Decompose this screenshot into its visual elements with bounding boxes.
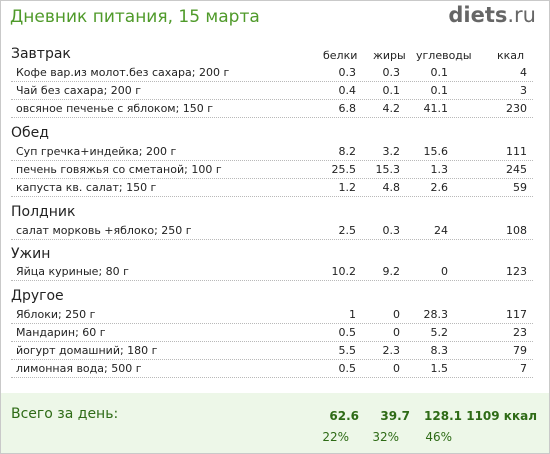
protein-value: 0.5 bbox=[338, 362, 357, 375]
carbs-value: 5.2 bbox=[430, 326, 449, 339]
kcal-value: 23 bbox=[513, 326, 527, 339]
food-name: Мандарин; 60 г bbox=[16, 326, 106, 339]
fat-percent: 32% bbox=[372, 430, 399, 444]
daily-total-label: Всего за день: bbox=[11, 406, 119, 422]
carbs-value: 1.5 bbox=[430, 362, 449, 375]
protein-value: 1 bbox=[349, 308, 356, 321]
food-name: йогурт домашний; 180 г bbox=[16, 344, 158, 357]
protein-value: 0.4 bbox=[338, 84, 357, 97]
carbs-value: 1.3 bbox=[430, 163, 449, 176]
carbs-value: 8.3 bbox=[430, 344, 449, 357]
food-name: Кофе вар.из молот.без сахара; 200 г bbox=[16, 66, 230, 79]
fat-value: 0.3 bbox=[382, 224, 401, 237]
food-row[interactable]: Суп гречка+индейка; 200 г 8.2 3.2 15.6 1… bbox=[11, 143, 533, 161]
food-row[interactable]: печень говяжья со сметаной; 100 г 25.5 1… bbox=[11, 161, 533, 179]
protein-percent: 22% bbox=[322, 430, 349, 444]
protein-value: 8.2 bbox=[338, 145, 357, 158]
food-name: Яблоки; 250 г bbox=[16, 308, 96, 321]
protein-value: 6.8 bbox=[338, 102, 357, 115]
food-name: Суп гречка+индейка; 200 г bbox=[16, 145, 177, 158]
food-name: Чай без сахара; 200 г bbox=[16, 84, 142, 97]
protein-value: 1.2 bbox=[338, 181, 357, 194]
food-name: лимонная вода; 500 г bbox=[16, 362, 142, 375]
protein-value: 5.5 bbox=[338, 344, 357, 357]
carbs-value: 41.1 bbox=[423, 102, 449, 115]
kcal-value: 7 bbox=[520, 362, 527, 375]
carbs-value: 0.1 bbox=[430, 84, 449, 97]
page-title: Дневник питания, 15 марта bbox=[10, 7, 260, 27]
food-name: салат морковь +яблоко; 250 г bbox=[16, 224, 192, 237]
carbs-value: 24 bbox=[434, 224, 448, 237]
protein-value: 25.5 bbox=[331, 163, 357, 176]
fat-value: 0.3 bbox=[382, 66, 401, 79]
fat-value: 3.2 bbox=[382, 145, 401, 158]
kcal-value: 108 bbox=[506, 224, 527, 237]
food-row[interactable]: капуста кв. салат; 150 г 1.2 4.8 2.6 59 bbox=[11, 179, 533, 197]
kcal-value: 245 bbox=[506, 163, 527, 176]
protein-value: 2.5 bbox=[338, 224, 357, 237]
meal-title-lunch: Обед bbox=[11, 125, 49, 141]
fat-value: 0.1 bbox=[382, 84, 401, 97]
fat-value: 0 bbox=[393, 326, 400, 339]
food-row[interactable]: Мандарин; 60 г 0.5 0 5.2 23 bbox=[11, 324, 533, 342]
daily-total-panel: Всего за день: 62.6 39.7 128.1 1109 ккал… bbox=[1, 393, 549, 453]
fat-value: 4.8 bbox=[382, 181, 401, 194]
food-row[interactable]: салат морковь +яблоко; 250 г 2.5 0.3 24 … bbox=[11, 222, 533, 240]
kcal-value: 117 bbox=[506, 308, 527, 321]
brand-logo[interactable]: diets.ru bbox=[448, 3, 536, 27]
food-row[interactable]: Яблоки; 250 г 1 0 28.3 117 bbox=[11, 306, 533, 324]
protein-value: 0.3 bbox=[338, 66, 357, 79]
carbs-percent: 46% bbox=[425, 430, 452, 444]
carbs-value: 2.6 bbox=[430, 181, 449, 194]
fat-value: 2.3 bbox=[382, 344, 401, 357]
food-row[interactable]: Чай без сахара; 200 г 0.4 0.1 0.1 3 bbox=[11, 82, 533, 100]
kcal-value: 123 bbox=[506, 265, 527, 278]
meal-title-other: Другое bbox=[11, 288, 64, 304]
brand-tld: .ru bbox=[507, 3, 536, 27]
meal-title-breakfast: Завтрак bbox=[11, 46, 71, 62]
kcal-value: 3 bbox=[520, 84, 527, 97]
carbs-value: 0 bbox=[441, 265, 448, 278]
column-header-carbs: углеводы bbox=[416, 49, 472, 62]
total-carbs: 128.1 bbox=[424, 409, 462, 423]
kcal-value: 230 bbox=[506, 102, 527, 115]
fat-value: 9.2 bbox=[382, 265, 401, 278]
meal-title-dinner: Ужин bbox=[11, 246, 51, 262]
kcal-value: 59 bbox=[513, 181, 527, 194]
fat-value: 15.3 bbox=[375, 163, 401, 176]
food-name: овсяное печенье с яблоком; 150 г bbox=[16, 102, 214, 115]
food-row[interactable]: Яйца куриные; 80 г 10.2 9.2 0 123 bbox=[11, 263, 533, 281]
kcal-value: 4 bbox=[520, 66, 527, 79]
carbs-value: 28.3 bbox=[423, 308, 449, 321]
brand-name: diets bbox=[448, 3, 508, 27]
food-name: Яйца куриные; 80 г bbox=[16, 265, 129, 278]
kcal-value: 111 bbox=[506, 145, 527, 158]
column-header-kcal: ккал bbox=[497, 49, 525, 62]
food-row[interactable]: лимонная вода; 500 г 0.5 0 1.5 7 bbox=[11, 360, 533, 378]
carbs-value: 15.6 bbox=[423, 145, 449, 158]
fat-value: 4.2 bbox=[382, 102, 401, 115]
fat-value: 0 bbox=[393, 308, 400, 321]
carbs-value: 0.1 bbox=[430, 66, 449, 79]
column-header-fat: жиры bbox=[373, 49, 406, 62]
meal-title-snack: Полдник bbox=[11, 204, 76, 220]
total-fat: 39.7 bbox=[380, 409, 410, 423]
total-protein: 62.6 bbox=[329, 409, 359, 423]
food-name: капуста кв. салат; 150 г bbox=[16, 181, 157, 194]
total-kcal: 1109 ккал bbox=[466, 409, 537, 423]
protein-value: 10.2 bbox=[331, 265, 357, 278]
food-row[interactable]: йогурт домашний; 180 г 5.5 2.3 8.3 79 bbox=[11, 342, 533, 360]
food-row[interactable]: Кофе вар.из молот.без сахара; 200 г 0.3 … bbox=[11, 64, 533, 82]
kcal-value: 79 bbox=[513, 344, 527, 357]
fat-value: 0 bbox=[393, 362, 400, 375]
food-name: печень говяжья со сметаной; 100 г bbox=[16, 163, 222, 176]
food-row[interactable]: овсяное печенье с яблоком; 150 г 6.8 4.2… bbox=[11, 100, 533, 118]
protein-value: 0.5 bbox=[338, 326, 357, 339]
column-header-protein: белки bbox=[323, 49, 358, 62]
